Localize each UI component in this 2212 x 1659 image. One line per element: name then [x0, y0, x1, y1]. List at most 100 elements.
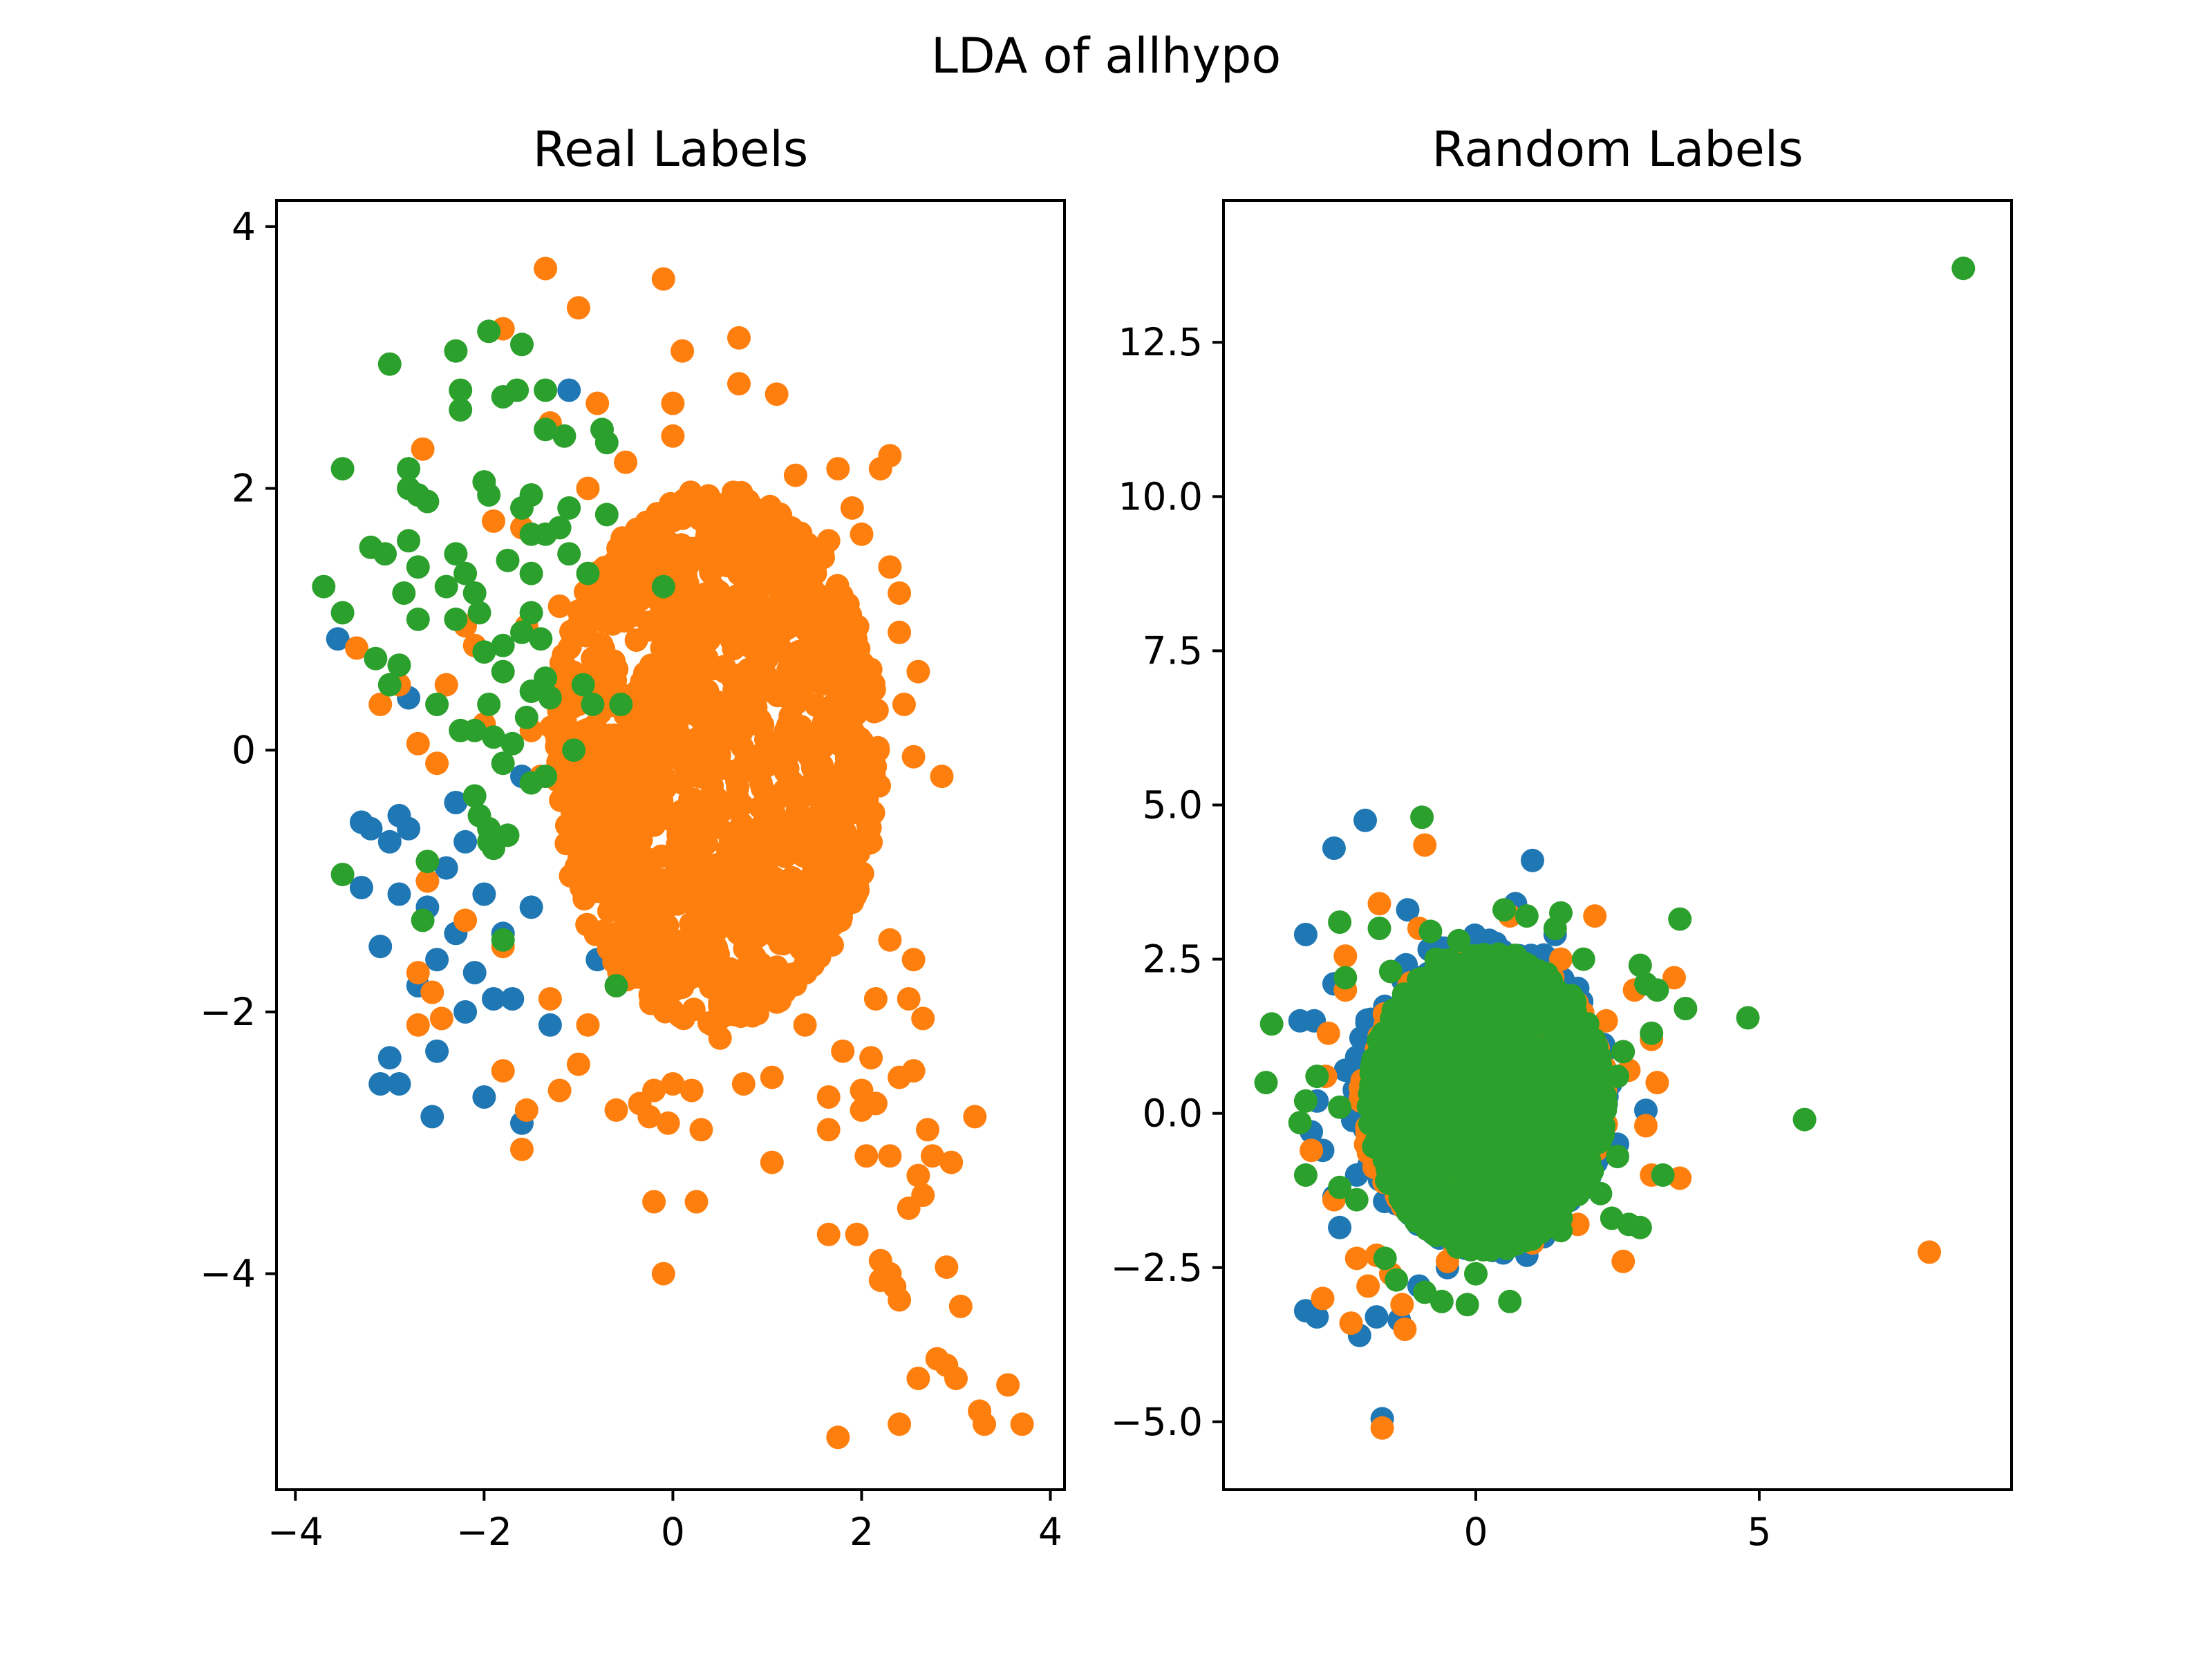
scatter-point: [1339, 1311, 1363, 1335]
scatter-point: [415, 850, 440, 874]
scatter-point: [477, 483, 501, 507]
scatter-point: [722, 489, 746, 513]
scatter-point: [825, 809, 849, 833]
scatter-point: [1465, 1040, 1489, 1065]
scatter-point: [663, 808, 687, 832]
scatter-point: [1573, 1067, 1597, 1091]
scatter-point: [510, 1137, 534, 1161]
scatter-point: [1539, 968, 1564, 993]
scatter-point: [1333, 966, 1358, 990]
scatter-point: [1651, 1163, 1675, 1187]
scatter-point: [726, 775, 750, 799]
real-labels-x-axis: −4 −2 0 2 4: [268, 1490, 1062, 1554]
scatter-point: [1574, 1136, 1598, 1160]
scatter-point: [684, 1190, 709, 1214]
scatter-point: [766, 684, 790, 708]
scatter-point: [1344, 1188, 1369, 1212]
scatter-point: [800, 668, 825, 693]
scatter-point: [851, 651, 875, 675]
scatter-point: [695, 679, 720, 703]
x-tick-label: −4: [268, 1510, 324, 1554]
scatter-point: [1305, 1065, 1329, 1089]
scatter-point: [996, 1373, 1020, 1397]
x-tick-label: 5: [1747, 1510, 1772, 1554]
scatter-point: [575, 842, 599, 866]
scatter-point: [1549, 1206, 1573, 1230]
scatter-point: [377, 352, 402, 376]
scatter-point: [828, 908, 852, 932]
scatter-point: [1428, 1094, 1452, 1118]
scatter-point: [406, 731, 430, 756]
y-tick-label: −4: [200, 1252, 256, 1296]
scatter-point: [1396, 898, 1420, 922]
scatter-point: [453, 1000, 478, 1024]
real-labels-panel: Real Labels −4 −2 0 2 4 −4 −2 0 2 4: [200, 121, 1066, 1554]
scatter-point: [749, 814, 774, 838]
scatter-point: [510, 332, 534, 357]
scatter-point: [756, 890, 780, 915]
scatter-point: [774, 881, 798, 906]
scatter-point: [684, 941, 708, 966]
scatter-point: [583, 922, 608, 946]
scatter-point: [425, 1039, 449, 1063]
y-tick-label: −2.5: [1110, 1246, 1203, 1290]
scatter-point: [377, 830, 402, 854]
scatter-point: [760, 1150, 784, 1174]
scatter-point: [1436, 1118, 1461, 1142]
scatter-point: [1662, 966, 1686, 990]
scatter-point: [576, 817, 600, 841]
scatter-point: [496, 823, 520, 847]
scatter-point: [718, 870, 742, 894]
scatter-point: [1418, 919, 1443, 944]
scatter-point: [1400, 1196, 1425, 1220]
scatter-point: [1010, 1412, 1034, 1436]
scatter-point: [811, 637, 835, 662]
scatter-point: [684, 697, 707, 720]
scatter-point: [632, 661, 657, 685]
scatter-point: [1378, 959, 1403, 984]
scatter-point: [656, 1111, 680, 1135]
scatter-point: [534, 522, 558, 546]
scatter-point: [618, 711, 642, 735]
scatter-point: [853, 788, 877, 812]
scatter-point: [519, 483, 543, 507]
scatter-point: [595, 745, 619, 769]
scatter-point: [1430, 1289, 1454, 1313]
scatter-point: [816, 1118, 841, 1142]
scatter-point: [420, 1105, 444, 1129]
scatter-point: [624, 628, 648, 652]
scatter-point: [649, 967, 673, 991]
scatter-point: [862, 763, 886, 787]
scatter-point: [467, 601, 491, 625]
scatter-point: [666, 930, 691, 954]
scatter-point: [704, 936, 729, 960]
scatter-point: [761, 834, 785, 858]
scatter-point: [944, 1367, 968, 1391]
scatter-point: [444, 339, 468, 363]
scatter-point: [930, 765, 954, 789]
scatter-point: [406, 1013, 430, 1037]
scatter-point: [1521, 848, 1544, 872]
scatter-point: [1555, 1103, 1579, 1127]
scatter-point: [596, 847, 620, 872]
scatter-point: [643, 763, 667, 787]
scatter-point: [847, 841, 870, 865]
scatter-point: [713, 692, 737, 716]
scatter-point: [1316, 1021, 1340, 1045]
y-tick-label: 7.5: [1143, 628, 1203, 673]
scatter-point: [878, 555, 902, 579]
scatter-point: [557, 496, 581, 520]
scatter-point: [614, 906, 638, 930]
scatter-point: [514, 705, 538, 729]
scatter-point: [762, 510, 787, 534]
scatter-point: [722, 637, 746, 661]
scatter-point: [605, 812, 629, 836]
scatter-point: [1471, 1237, 1495, 1262]
scatter-point: [856, 812, 880, 836]
scatter-point: [549, 651, 573, 675]
scatter-point: [740, 518, 764, 542]
scatter-point: [1305, 1305, 1329, 1329]
x-tick-label: 0: [1463, 1510, 1488, 1554]
random-labels-plot-frame: [1222, 199, 2013, 1491]
scatter-point: [795, 807, 819, 832]
